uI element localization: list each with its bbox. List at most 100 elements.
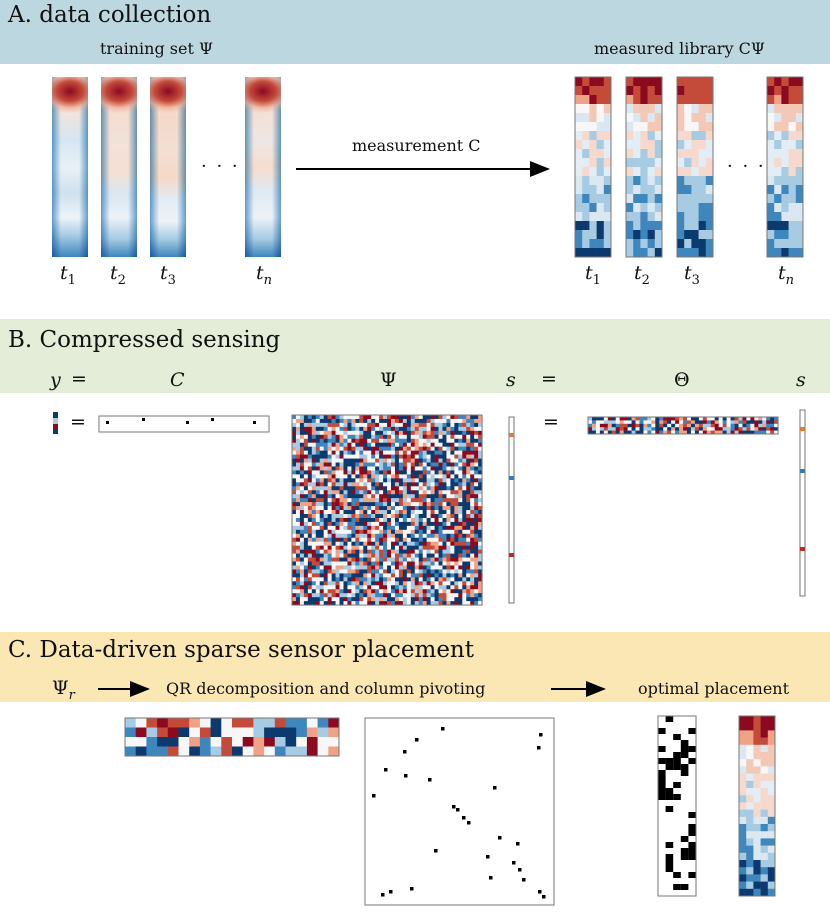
Psi-matrix-cell	[292, 422, 297, 428]
Psi-matrix-cell	[323, 466, 328, 471]
Psi-matrix-cell	[410, 474, 416, 479]
library-column-3-frame	[676, 76, 714, 258]
Psi-matrix-cell	[319, 585, 324, 590]
pivot-entry	[452, 805, 456, 809]
Psi-matrix-cell	[379, 430, 384, 436]
Psi-matrix-cell	[466, 462, 471, 467]
Theta-matrix-cell	[683, 430, 688, 435]
Psi-matrix-cell	[438, 573, 443, 578]
Psi-matrix-cell	[331, 494, 336, 499]
Psi-matrix-cell	[375, 557, 380, 562]
Psi-matrix-cell	[462, 541, 467, 546]
Psi-matrix-cell	[406, 482, 412, 487]
library-column-2-cell	[626, 104, 634, 114]
qr-step-label: QR decomposition and column pivoting	[166, 679, 486, 698]
library-column-4-cell	[788, 149, 797, 159]
Psi-matrix-cell	[327, 577, 332, 582]
Psi-matrix-cell	[363, 514, 368, 519]
Psi-matrix-cell	[327, 601, 332, 606]
Psi-matrix-cell	[402, 462, 408, 467]
Psi-matrix-cell	[375, 561, 380, 566]
Psi-matrix-cell	[446, 442, 451, 447]
s-nonzero	[800, 469, 805, 473]
Psi-matrix-cell	[418, 545, 423, 550]
Psi-matrix-cell	[339, 541, 344, 546]
Psi-matrix-cell	[414, 450, 420, 455]
Psi-matrix-cell	[422, 474, 427, 479]
Psi-matrix-cell	[446, 478, 451, 483]
Psi-matrix-cell	[355, 482, 360, 487]
Psi-matrix-cell	[383, 521, 388, 527]
Psi-matrix-cell	[458, 593, 463, 598]
Psi-matrix-cell	[462, 438, 467, 444]
Psi-matrix-cell	[394, 454, 400, 459]
Psi-matrix-cell	[367, 494, 372, 499]
sensor-cell	[680, 836, 689, 842]
Theta-matrix-cell	[738, 420, 743, 425]
library-column-1-cell	[582, 230, 590, 240]
Psi-matrix-cell	[406, 458, 412, 463]
library-column-2-cell	[633, 113, 641, 123]
Psi-matrix-cell	[442, 434, 447, 440]
Psi-matrix-cell	[343, 506, 348, 511]
library-column-2-cell	[647, 131, 656, 141]
library-column-4-cell	[788, 167, 797, 177]
Psi-matrix-cell	[391, 490, 396, 495]
Theta-matrix-cell	[734, 423, 739, 428]
library-column-3-cell	[684, 149, 692, 159]
Psi-matrix-cell	[454, 541, 459, 546]
Psi-matrix-cell	[422, 593, 427, 598]
library-column-4-cell	[795, 113, 804, 123]
Psi-matrix-cell	[383, 561, 388, 566]
Psi-matrix-cell	[462, 585, 467, 590]
library-column-4-cell	[767, 185, 775, 195]
Theta-matrix-cell	[615, 420, 620, 425]
Psi-matrix-cell	[343, 478, 348, 483]
Psi-matrix-cell	[351, 569, 356, 574]
Psi-matrix-cell	[398, 434, 404, 440]
s-nonzero	[509, 553, 514, 557]
Psi-matrix-cell	[323, 442, 328, 447]
Psi-matrix-cell	[422, 470, 427, 475]
Psi-matrix-cell	[319, 573, 324, 578]
Psi-matrix-cell	[478, 486, 483, 491]
Theta-matrix-cell	[694, 427, 700, 431]
Psi-matrix-cell	[292, 430, 297, 436]
pivot-entry	[372, 794, 376, 798]
library-column-2-cell	[640, 221, 648, 231]
Psi-matrix-cell	[303, 597, 309, 602]
Psi-matrix-cell	[339, 474, 344, 479]
Psi-matrix-cell	[379, 565, 384, 570]
reconstruction-column-cell	[746, 845, 754, 854]
Psi-matrix-cell	[387, 510, 392, 515]
Psi-matrix-cell	[446, 569, 451, 574]
Psi-matrix-cell	[394, 601, 400, 606]
Psi-matrix-cell	[331, 442, 336, 447]
library-column-1-cell	[596, 131, 605, 141]
Psi-matrix-cell	[311, 494, 317, 499]
Psi-matrix-cell	[410, 549, 416, 554]
Theta-matrix-cell	[639, 420, 644, 425]
Psi-matrix-cell	[474, 418, 479, 424]
Psi-r-matrix-cell	[125, 746, 136, 757]
Psi-matrix-cell	[398, 506, 404, 511]
Psi-matrix-cell	[450, 541, 455, 546]
Psi-matrix-cell	[343, 470, 348, 475]
Psi-matrix-cell	[295, 506, 301, 511]
Theta-matrix-cell	[655, 420, 660, 425]
library-column-3-cell	[684, 140, 692, 150]
Psi-matrix-cell	[426, 533, 431, 539]
Theta-matrix-cell	[659, 430, 664, 435]
Psi-matrix-cell	[474, 517, 479, 523]
Psi-matrix-cell	[311, 553, 317, 558]
Psi-matrix-cell	[371, 597, 376, 602]
Psi-matrix-cell	[466, 502, 471, 507]
library-column-2-cell	[654, 239, 663, 249]
Theta-matrix-cell	[683, 417, 688, 421]
Psi-matrix-cell	[335, 490, 340, 495]
Psi-matrix-cell	[375, 573, 380, 578]
reconstruction-column-cell	[746, 874, 754, 882]
Psi-matrix-cell	[402, 573, 408, 578]
Psi-matrix-cell	[430, 541, 435, 546]
pivot-entry	[498, 836, 502, 840]
